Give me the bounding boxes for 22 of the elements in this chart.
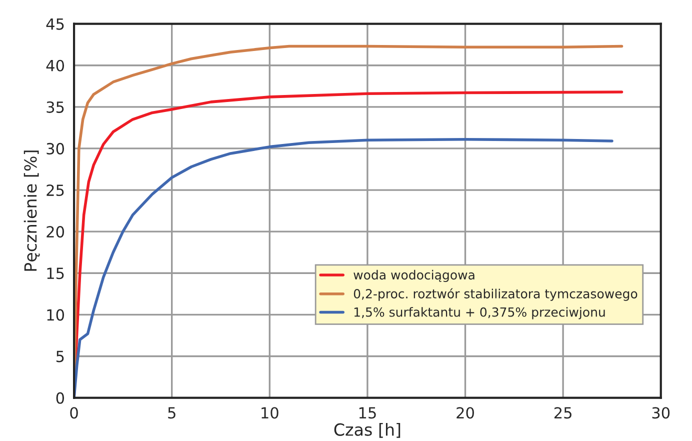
x-tick-label: 25 [554, 407, 572, 419]
y-tick-label: 0 [56, 392, 64, 404]
x-tick-label: 15 [359, 407, 376, 419]
x-tick-label: 30 [652, 407, 670, 419]
y-tick-label: 30 [46, 142, 64, 154]
x-axis-title: Czas [h] [334, 422, 400, 438]
x-tick-label: 10 [262, 407, 278, 419]
y-tick-label: 5 [56, 350, 64, 362]
y-tick-label: 20 [46, 226, 64, 238]
x-tick-label: 0 [70, 407, 78, 419]
y-tick-label: 45 [46, 18, 64, 30]
x-tick-label: 20 [456, 407, 474, 419]
y-tick-label: 25 [46, 184, 64, 196]
y-tick-label: 40 [46, 60, 64, 72]
legend-label: 0,2-proc. roztwór stabilizatora tymczasowego [354, 288, 638, 301]
y-tick-label: 15 [47, 268, 64, 280]
x-tick-label: 5 [168, 407, 176, 419]
y-tick-label: 10 [47, 309, 64, 321]
legend-label: 1,5% surfaktantu + 0,375% przeciwjonu [354, 307, 605, 320]
legend-label: woda wodociągowa [354, 270, 474, 282]
y-tick-label: 35 [46, 101, 64, 113]
y-axis-title: Pęcznienie [%] [24, 150, 40, 271]
